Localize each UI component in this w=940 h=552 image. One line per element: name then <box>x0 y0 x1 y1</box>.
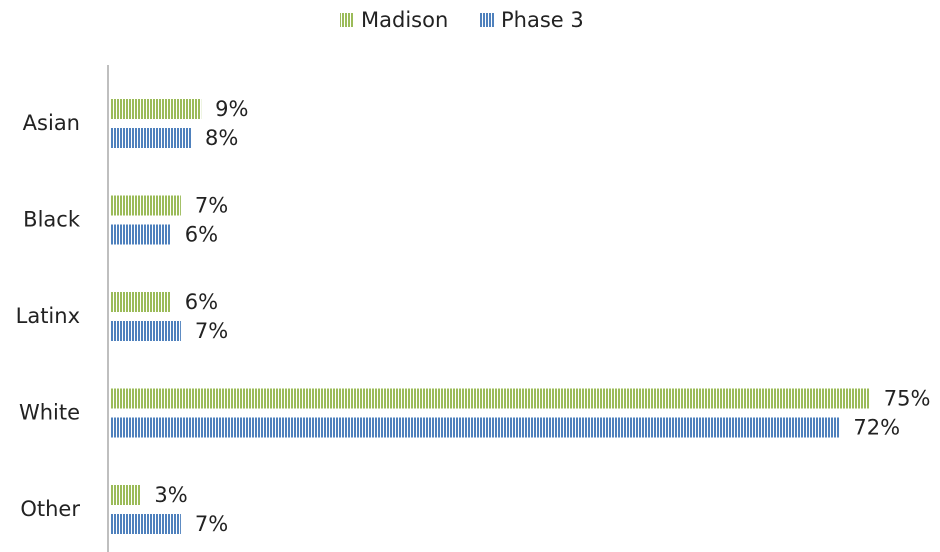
legend-label: Madison <box>361 8 448 32</box>
bar <box>110 128 192 148</box>
bar <box>110 417 840 438</box>
category-label: Black <box>23 208 81 232</box>
category-label: Asian <box>23 111 80 135</box>
category-label: Latinx <box>16 304 80 328</box>
legend-swatch <box>480 13 494 27</box>
bar <box>110 292 171 312</box>
bar <box>110 224 171 245</box>
bar <box>110 99 202 119</box>
value-label: 7% <box>195 194 228 218</box>
bar <box>110 485 141 505</box>
value-label: 72% <box>853 416 900 440</box>
value-label: 7% <box>195 319 228 343</box>
category-label: Other <box>20 497 80 521</box>
legend-label: Phase 3 <box>501 8 584 32</box>
legend-swatch <box>340 13 354 27</box>
bar <box>110 514 181 534</box>
category-label: White <box>19 401 80 425</box>
value-label: 9% <box>215 97 248 121</box>
value-label: 8% <box>205 126 238 150</box>
value-label: 6% <box>185 290 218 314</box>
value-label: 6% <box>185 223 218 247</box>
value-label: 7% <box>195 512 228 536</box>
bar <box>110 388 870 409</box>
value-label: 3% <box>154 483 187 507</box>
bar <box>110 321 181 341</box>
bar <box>110 195 181 216</box>
value-label: 75% <box>884 387 931 411</box>
